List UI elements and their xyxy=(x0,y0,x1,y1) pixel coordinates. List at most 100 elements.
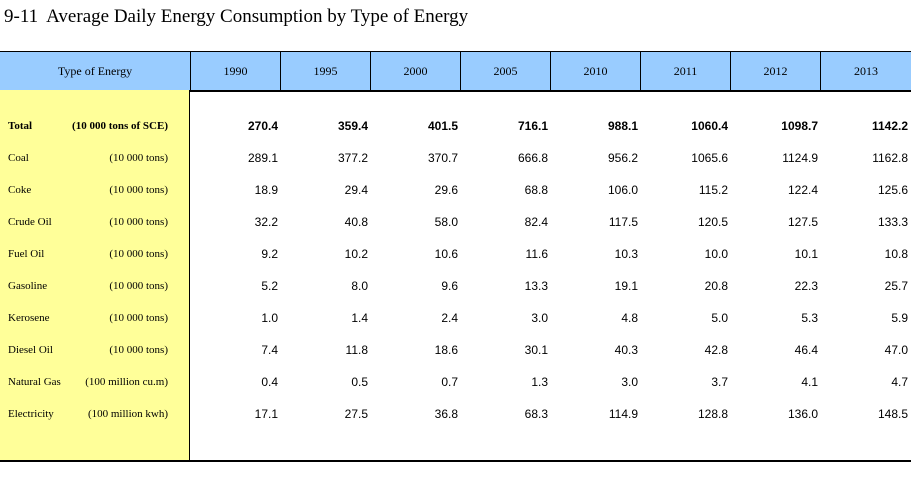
table-cell: 32.2 xyxy=(254,215,278,229)
table-cell: 27.5 xyxy=(344,407,368,421)
table-cell: 9.6 xyxy=(441,279,458,293)
table-cell: 133.3 xyxy=(877,215,908,229)
row-unit: (10 000 tons) xyxy=(109,184,168,196)
table-cell: 666.8 xyxy=(517,151,548,165)
row-unit: (100 million cu.m) xyxy=(85,376,168,388)
table-cell: 9.2 xyxy=(261,247,278,261)
table-cell: 125.6 xyxy=(877,183,908,197)
row-name: Kerosene xyxy=(8,312,50,324)
table-cell: 42.8 xyxy=(704,343,728,357)
table-cell: 8.0 xyxy=(351,279,368,293)
top-rule xyxy=(0,51,911,52)
table-cell: 148.5 xyxy=(877,407,908,421)
row-unit: (10 000 tons) xyxy=(109,248,168,260)
table-cell: 3.0 xyxy=(621,375,638,389)
table-cell: 1.4 xyxy=(351,311,368,325)
row-unit: (10 000 tons) xyxy=(109,216,168,228)
table-cell: 117.5 xyxy=(608,215,638,229)
row-label: Coke (10 000 tons) xyxy=(8,180,168,200)
row-name: Fuel Oil xyxy=(8,248,45,260)
row-name: Natural Gas xyxy=(8,376,61,388)
table-cell: 10.1 xyxy=(794,247,818,261)
table-cell: 359.4 xyxy=(337,119,368,133)
row-label: Total (10 000 tons of SCE) xyxy=(8,116,168,136)
table-cell: 0.4 xyxy=(261,375,278,389)
table-cell: 4.1 xyxy=(801,375,818,389)
row-label: Coal (10 000 tons) xyxy=(8,148,168,168)
table-title: Average Daily Energy Consumption by Type… xyxy=(46,6,469,27)
table-cell: 58.0 xyxy=(434,215,458,229)
table-cell: 1098.7 xyxy=(781,119,818,133)
table-cell: 29.6 xyxy=(434,183,458,197)
header-year: 2010 xyxy=(550,52,640,90)
row-name: Coal xyxy=(8,152,29,164)
table-cell: 4.7 xyxy=(891,375,908,389)
table-cell: 136.0 xyxy=(787,407,818,421)
page-title: 9-11 Average Daily Energy Consumption by … xyxy=(4,6,468,28)
row-unit: (10 000 tons) xyxy=(109,152,168,164)
table-row: Natural Gas (100 million cu.m) 0.4 0.5 0.7 1.… xyxy=(0,372,911,392)
row-name: Gasoline xyxy=(8,280,48,292)
table-cell: 106.0 xyxy=(607,183,638,197)
header-year: 2013 xyxy=(820,52,911,90)
row-label-column xyxy=(0,90,190,460)
table-row: Electricity (100 million kwh) 17.1 27.5 36.8… xyxy=(0,404,911,424)
table-cell: 4.8 xyxy=(621,311,638,325)
table-cell: 13.3 xyxy=(524,279,548,293)
table-cell: 716.1 xyxy=(517,119,548,133)
table-cell: 82.4 xyxy=(524,215,548,229)
table-cell: 30.1 xyxy=(524,343,548,357)
table-cell: 10.0 xyxy=(704,247,728,261)
table-cell: 19.1 xyxy=(614,279,638,293)
row-label: Natural Gas (100 million cu.m) xyxy=(8,372,168,392)
table-cell: 1124.9 xyxy=(782,151,818,165)
table-cell: 370.7 xyxy=(427,151,458,165)
table-cell: 122.4 xyxy=(787,183,818,197)
table-cell: 40.8 xyxy=(344,215,368,229)
header-year: 2005 xyxy=(460,52,550,90)
table-cell: 5.2 xyxy=(261,279,278,293)
row-name: Electricity xyxy=(8,408,54,420)
table-row: Gasoline (10 000 tons) 5.2 8.0 9.6 13.3 19.1 20… xyxy=(0,276,911,296)
table-cell: 0.5 xyxy=(351,375,368,389)
row-label: Kerosene (10 000 tons) xyxy=(8,308,168,328)
table-cell: 47.0 xyxy=(884,343,908,357)
table-header: Type of Energy 1990 1995 2000 2005 2010 … xyxy=(0,52,911,92)
table-cell: 0.7 xyxy=(441,375,458,389)
row-unit: (10 000 tons) xyxy=(109,344,168,356)
header-year: 2012 xyxy=(730,52,820,90)
table-cell: 68.8 xyxy=(524,183,548,197)
table-cell: 11.8 xyxy=(345,343,368,357)
table-cell: 1142.2 xyxy=(871,119,908,133)
row-label: Gasoline (10 000 tons) xyxy=(8,276,168,296)
table-cell: 10.8 xyxy=(884,247,908,261)
table-cell: 988.1 xyxy=(607,119,638,133)
table-cell: 1060.4 xyxy=(691,119,728,133)
table-cell: 40.3 xyxy=(614,343,638,357)
table-cell: 377.2 xyxy=(337,151,368,165)
table-cell: 17.1 xyxy=(254,407,278,421)
table-cell: 1065.6 xyxy=(691,151,728,165)
table-cell: 18.9 xyxy=(254,183,278,197)
row-unit: (10 000 tons) xyxy=(109,280,168,292)
row-name: Crude Oil xyxy=(8,216,52,228)
table-row: Fuel Oil (10 000 tons) 9.2 10.2 10.6 11.6 10.3… xyxy=(0,244,911,264)
table-cell: 68.3 xyxy=(524,407,548,421)
table-cell: 3.0 xyxy=(531,311,548,325)
table-number: 9-11 xyxy=(4,6,39,27)
table-cell: 5.3 xyxy=(801,311,818,325)
table-cell: 1.3 xyxy=(531,375,548,389)
header-year: 1995 xyxy=(280,52,370,90)
table-cell: 2.4 xyxy=(441,311,458,325)
row-label: Diesel Oil (10 000 tons) xyxy=(8,340,168,360)
table-cell: 115.2 xyxy=(698,183,728,197)
table-cell: 10.3 xyxy=(614,247,638,261)
table-cell: 956.2 xyxy=(607,151,638,165)
row-unit: (10 000 tons of SCE) xyxy=(72,120,168,132)
table-cell: 128.8 xyxy=(697,407,728,421)
table-cell: 22.3 xyxy=(794,279,818,293)
table-cell: 7.4 xyxy=(261,343,278,357)
row-label: Electricity (100 million kwh) xyxy=(8,404,168,424)
table-row: Coal (10 000 tons) 289.1 377.2 370.7 666.8 956… xyxy=(0,148,911,168)
table-row: Coke (10 000 tons) 18.9 29.4 29.6 68.8 106.0 11… xyxy=(0,180,911,200)
